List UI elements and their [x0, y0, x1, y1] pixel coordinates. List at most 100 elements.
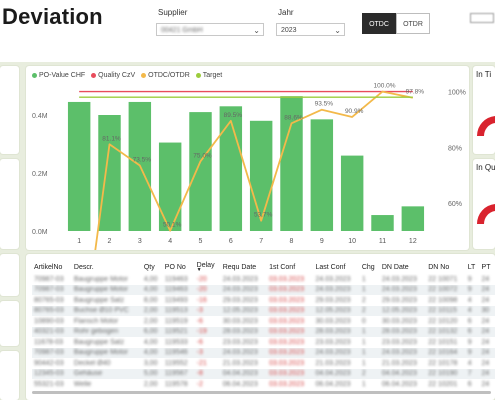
otdr-toggle-button[interactable]: OTDR — [396, 13, 430, 34]
cell-value: 24.03.2023 — [315, 286, 351, 294]
cell-value: 12.05.2023 — [381, 307, 417, 315]
table-row[interactable]: 70987-03 Baugruppe Motor 4,00 119463 -20 24.0… — [32, 274, 495, 285]
table-cell: 119463 — [162, 284, 195, 295]
cell-value: 22 10120 — [428, 317, 458, 325]
cell-value: Deckel Ø40 — [73, 359, 111, 367]
legend-item-otdc-otdr[interactable]: OTDC/OTDR — [141, 72, 190, 79]
table-cell: 8,00 — [142, 295, 163, 306]
otdc-toggle-button[interactable]: OTDC — [362, 13, 396, 34]
header-bar: Deviation Supplier 00421 GmbH ⌄ Jahr 202… — [0, 0, 495, 62]
deviation-table: ArtikelNo Descr. Qty PO No Delay ▼ Requ Date 1s… — [32, 260, 495, 390]
table-row[interactable]: 70987-03 Baugruppe Motor 4,00 119463 -20 24.0… — [32, 284, 495, 295]
cell-value: 1 — [361, 286, 366, 294]
cell-value: 23.03.2023 — [381, 338, 417, 346]
table-row[interactable]: 80765-03 Buchse Ø10 PVC 2,00 119513 -3 12.05.… — [32, 305, 495, 316]
left-axis-tick-label: 0.2M — [32, 171, 48, 178]
table-row[interactable]: 40321-03 Rohr gebogen 6,00 119521 -19 28.03.2… — [32, 326, 495, 337]
table-cell: 80765-03 — [32, 295, 72, 306]
cell-value: 04.04.2023 — [315, 370, 351, 378]
column-header[interactable]: PO No — [164, 263, 186, 271]
cell-value: 119578 — [164, 380, 188, 388]
table-row[interactable]: 55321-03 Welle 2,00 119578 -2 06.04.2023 03.03… — [32, 379, 495, 390]
in-quality-gauge — [476, 204, 495, 224]
page-title: Deviation — [2, 4, 103, 29]
table-row[interactable]: 80765-03 Baugruppe Satz 8,00 119493 -16 29.03… — [32, 295, 495, 306]
table-cell: 2 — [359, 305, 380, 316]
column-header[interactable]: DN No — [428, 263, 450, 271]
table-cell: 24 — [479, 284, 495, 295]
bar — [401, 206, 425, 231]
column-header[interactable]: Requ Date — [222, 263, 257, 271]
table-cell: Baugruppe Motor — [71, 347, 142, 358]
column-header[interactable]: Chg — [361, 263, 375, 271]
data-label: 81.1% — [102, 135, 121, 142]
data-label: 97.8% — [406, 89, 425, 96]
bar — [340, 155, 364, 231]
table-cell: -20 — [194, 284, 221, 295]
cell-value: 4,00 — [143, 286, 158, 294]
table-row[interactable]: 12345-03 Gehäuse 5,00 119567 -8 04.04.2023 03.… — [32, 368, 495, 379]
table-cell: 24.03.2023 — [380, 274, 426, 285]
table-cell: -19 — [194, 326, 221, 337]
column-header[interactable]: Descr. — [73, 263, 94, 271]
column-header[interactable]: DN Date — [381, 263, 409, 271]
table-row[interactable]: 70987-03 Baugruppe Motor 4,00 119546 -3 24.03… — [32, 347, 495, 358]
left-panel-card — [0, 351, 19, 400]
data-label: 73.5% — [133, 156, 152, 163]
table-cell: 4 — [466, 295, 480, 306]
table-cell: Flansch Motor — [72, 316, 142, 327]
column-header[interactable]: Qty — [143, 263, 155, 271]
cell-value: 21.03.2023 — [222, 359, 258, 367]
legend-item-po-value[interactable]: PO-Value CHF — [32, 72, 85, 79]
table-row[interactable]: 10890-03 Flansch Motor 2,00 119519 -6 30.03.2… — [32, 316, 495, 327]
table-cell: -6 — [195, 316, 221, 327]
column-header[interactable]: Last Conf — [315, 263, 346, 271]
table-cell: -3 — [194, 305, 221, 316]
table-cell: 119533 — [163, 337, 195, 348]
in-time-card: In Ti — [473, 66, 495, 154]
table-cell: 23.03.2023 — [313, 337, 359, 348]
cell-value: 1 — [361, 275, 366, 283]
table-row[interactable]: 90442-03 Deckel Ø40 3,00 119552 -21 21.03.202… — [32, 358, 495, 369]
table-cell: 21.03.2023 — [380, 358, 426, 369]
cell-value: 22 10178 — [428, 359, 458, 367]
supplier-dropdown[interactable]: 00421 GmbH ⌄ — [156, 23, 264, 36]
cell-value: 6 — [467, 380, 472, 388]
supplier-filter-label: Supplier — [158, 8, 188, 17]
left-panel-card — [0, 301, 19, 346]
table-cell: 4 — [465, 305, 480, 316]
cell-value: 1 — [361, 380, 366, 388]
table-cell: 6 — [466, 379, 480, 390]
table-cell: 119521 — [162, 326, 195, 337]
table-cell: 119493 — [163, 295, 195, 306]
column-header[interactable]: Delay ▼ — [195, 260, 221, 274]
legend-item-quality[interactable]: Quality CzV — [91, 72, 135, 79]
column-header[interactable]: 1st Conf — [269, 263, 296, 271]
table-row[interactable]: 11678-03 Baugruppe Satz 4,00 119533 -6 23.03.… — [32, 337, 495, 348]
cell-value: 29.03.2023 — [315, 296, 351, 304]
bar — [67, 101, 91, 231]
table-cell: 1 — [359, 284, 380, 295]
cell-value: 24 — [481, 380, 490, 388]
table-cell: 22 10098 — [426, 295, 465, 306]
cell-value: 2 — [361, 296, 366, 304]
legend-item-target[interactable]: Target — [195, 72, 222, 79]
cell-value: Baugruppe Motor — [73, 286, 128, 294]
cell-value: 9 — [467, 275, 472, 283]
supplier-value: 00421 GmbH — [161, 27, 203, 34]
left-panel-card — [0, 254, 19, 296]
cell-value: 24.03.2023 — [381, 275, 417, 283]
sort-descending-icon: ▼ — [196, 266, 202, 273]
horizontal-scrollbar[interactable] — [32, 391, 491, 394]
table-cell: 03.03.2023 — [267, 347, 314, 358]
cell-value: 6 — [467, 328, 472, 336]
x-axis-tick-label: 10 — [348, 238, 356, 245]
table-cell: 119519 — [163, 316, 195, 327]
column-header[interactable]: LT — [467, 263, 476, 271]
cell-value: 24 — [481, 349, 490, 357]
column-header[interactable]: PT — [481, 263, 491, 271]
column-header[interactable]: ArtikelNo — [34, 263, 63, 271]
cell-value: 119567 — [164, 370, 188, 378]
year-dropdown[interactable]: 2023 ⌄ — [276, 23, 345, 36]
